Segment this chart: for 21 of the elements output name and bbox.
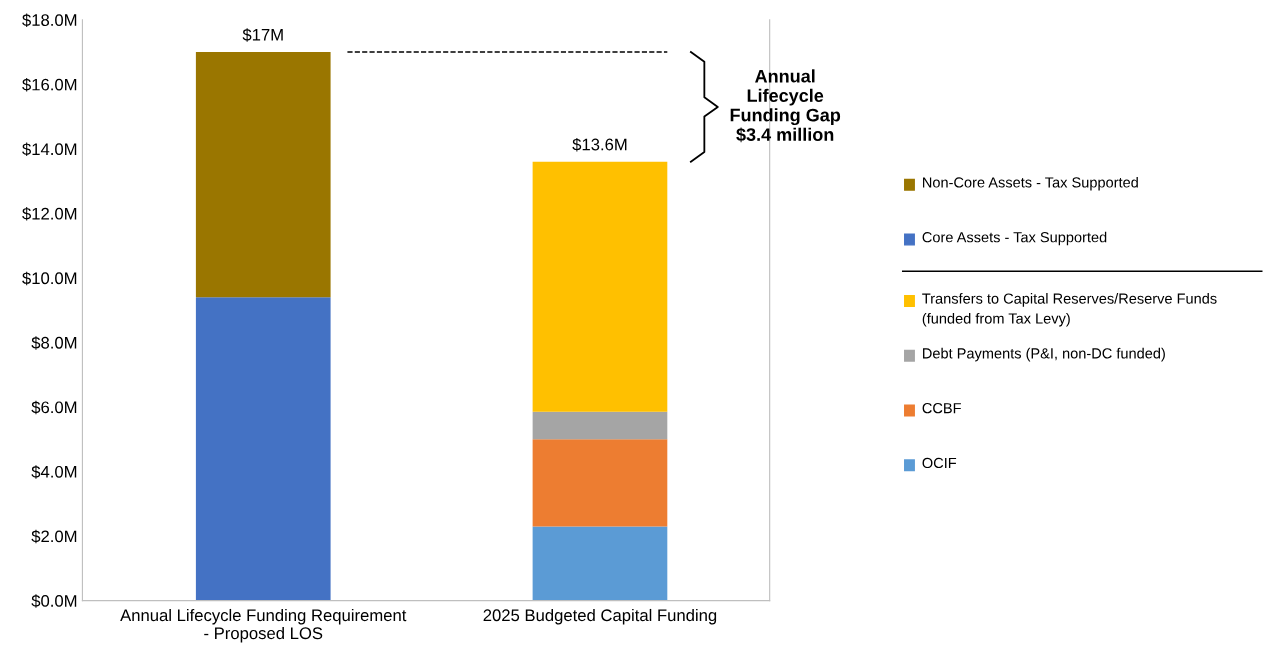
legend-label: CCBF [922,402,961,414]
y-tick-label: $8.0M [31,336,77,350]
y-tick-label: $18.0M [22,13,77,27]
legend-label: Core Assets - Tax Supported [922,231,1107,246]
legend-label: OCIF [922,457,957,469]
y-tick-label: $4.0M [31,465,77,479]
y-tick-label: $12.0M [22,207,77,221]
total-label: $13.6M [572,137,627,152]
y-tick-label: $0.0M [31,594,77,608]
legend-label: Debt Payments (P&I, non-DC funded) [923,347,1165,362]
x-tick-label: 2025 Budgeted Capital Funding [483,608,717,625]
legend-label: Non-Core Assets - Tax Supported [923,176,1138,191]
y-tick-label: $10.0M [22,271,77,286]
total-label: $17M [242,28,283,42]
y-tick-label: $16.0M [22,78,77,92]
y-tick-label: $6.0M [31,400,77,415]
y-tick-label: $2.0M [31,529,77,544]
annotation: Annual Lifecycle Funding Gap $3.4 million [730,69,841,143]
y-tick-label: $14.0M [22,142,77,157]
legend-label: Transfers to Capital Reserves/Reserve Funds (funded from Tax Levy) [922,293,1217,327]
x-tick-label: Annual Lifecycle Funding Requirement - Proposed LOS [120,608,407,643]
